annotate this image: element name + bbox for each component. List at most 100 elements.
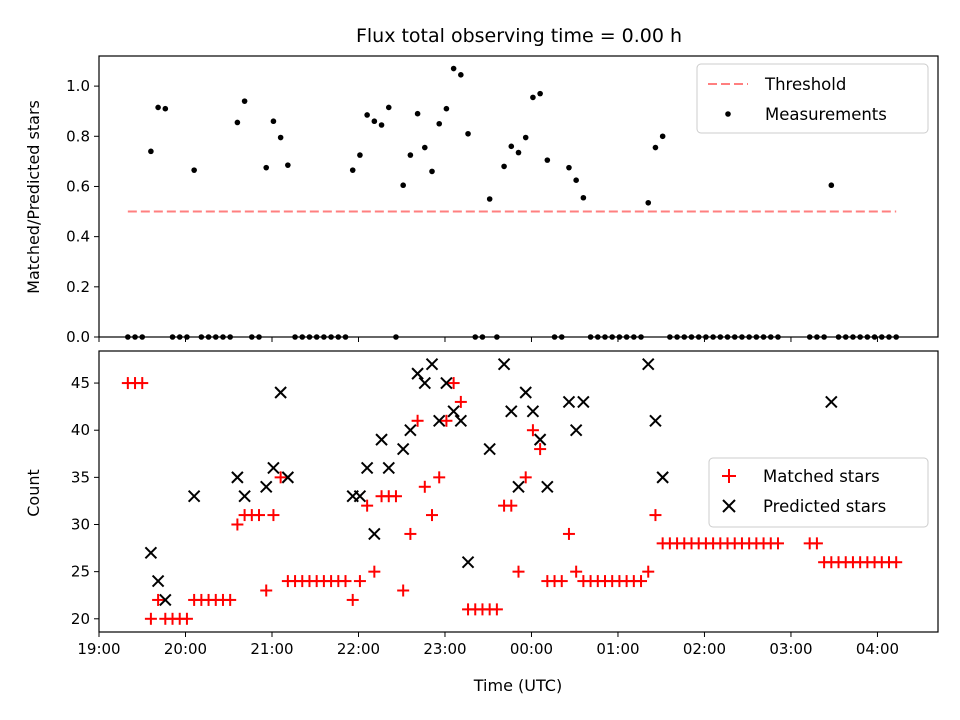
predicted-star-point — [353, 490, 367, 503]
measurement-point — [753, 334, 760, 340]
bottom-panel: 20 25 30 35 40 45 19:00 20:00 21:00 22:00 23:00 00… — [24, 350, 939, 695]
matched-star-point — [534, 443, 547, 456]
measurement-point — [871, 334, 878, 340]
measurement-point — [132, 334, 138, 340]
measurement-point — [270, 118, 277, 125]
measurement-point — [501, 163, 507, 170]
measurement-point — [767, 334, 774, 340]
measurement-point — [717, 334, 724, 340]
measurement-point — [155, 104, 161, 111]
measurement-point — [602, 334, 608, 340]
measurement-point — [191, 167, 197, 173]
measurement-point — [739, 334, 745, 340]
matched-star-point — [771, 537, 784, 550]
measurement-point — [421, 144, 428, 151]
bottom-y-tick-label: 45 — [71, 374, 90, 392]
measurement-point — [256, 334, 262, 340]
measurement-point — [306, 334, 313, 340]
measurement-point — [566, 164, 572, 171]
predicted-star-point — [418, 376, 432, 390]
measurement-point — [292, 334, 298, 340]
measurement-point — [357, 152, 363, 158]
bottom-x-tick-label: 00:00 — [510, 640, 553, 658]
predicted-star-point — [505, 405, 518, 418]
measurement-point — [385, 104, 392, 111]
matched-star-point — [260, 584, 273, 597]
measurement-point — [234, 119, 241, 126]
measurement-point — [681, 334, 688, 340]
measurement-point — [806, 334, 813, 340]
predicted-star-point — [649, 414, 662, 427]
legend-matched-label: Matched stars — [763, 467, 880, 486]
predicted-star-point — [825, 395, 838, 409]
measurement-point — [724, 334, 731, 340]
predicted-star-point — [281, 471, 295, 484]
measurement-point — [857, 334, 863, 340]
predicted-star-point — [512, 480, 525, 493]
measurement-point — [364, 112, 370, 118]
matched-star-point — [426, 509, 439, 522]
measurement-point — [616, 334, 623, 340]
measurement-point — [710, 334, 716, 340]
matched-star-point — [389, 490, 402, 503]
measurement-point — [530, 94, 536, 101]
matched-star-point — [890, 556, 903, 569]
measurement-point — [443, 105, 450, 112]
predicted-star-point — [425, 357, 439, 371]
matched-star-point — [505, 499, 518, 512]
measurement-point — [609, 334, 616, 340]
measurement-point — [821, 334, 827, 340]
measurement-point — [580, 194, 587, 201]
measurement-point — [220, 334, 226, 340]
measurement-point — [631, 334, 637, 340]
measurement-point — [328, 334, 334, 340]
matched-star-point — [253, 509, 266, 522]
matched-star-point — [649, 509, 662, 522]
matched-star-point — [397, 584, 410, 597]
measurement-point — [537, 90, 543, 97]
measurement-point — [342, 334, 349, 340]
predicted-star-point — [497, 357, 511, 371]
predicted-star-points — [144, 357, 838, 607]
matched-star-point — [519, 471, 532, 484]
measurement-point — [139, 334, 146, 340]
matched-star-point — [404, 527, 417, 540]
measurement-point — [148, 148, 154, 155]
measurement-point — [162, 105, 169, 112]
measurement-point — [695, 334, 702, 340]
predicted-star-point — [526, 405, 540, 418]
measurement-point — [321, 334, 327, 340]
measurement-point — [645, 199, 652, 206]
measurement-point — [227, 334, 233, 340]
measurement-point — [198, 334, 205, 340]
measurement-points — [125, 65, 899, 340]
bottom-x-tick-label: 23:00 — [423, 640, 466, 658]
predicted-star-point — [144, 546, 158, 559]
predicted-star-point — [656, 471, 669, 484]
bottom-x-tick-label: 02:00 — [683, 640, 726, 658]
matched-star-point — [267, 509, 280, 522]
measurement-point — [277, 134, 284, 141]
predicted-star-point — [267, 461, 280, 475]
top-legend-frame — [696, 63, 929, 134]
predicted-star-point — [274, 386, 287, 399]
measurement-point — [731, 334, 738, 340]
legend-threshold-label: Threshold — [764, 75, 846, 94]
matched-star-point — [353, 575, 366, 588]
predicted-star-point — [447, 405, 460, 418]
matched-star-point — [810, 537, 823, 550]
top-y-tick-label: 1.0 — [66, 77, 90, 95]
predicted-star-point — [159, 593, 172, 607]
bottom-y-tick-label: 30 — [71, 516, 90, 534]
measurement-point — [450, 65, 457, 72]
measurement-point — [551, 334, 558, 340]
measurement-point — [703, 334, 709, 340]
measurement-point — [573, 177, 579, 183]
matched-star-point — [454, 395, 467, 408]
measurement-point — [623, 334, 630, 340]
measurement-point — [313, 334, 320, 340]
legend-matched-swatch — [722, 469, 736, 483]
predicted-star-point — [382, 461, 395, 475]
measurement-point — [594, 334, 601, 340]
